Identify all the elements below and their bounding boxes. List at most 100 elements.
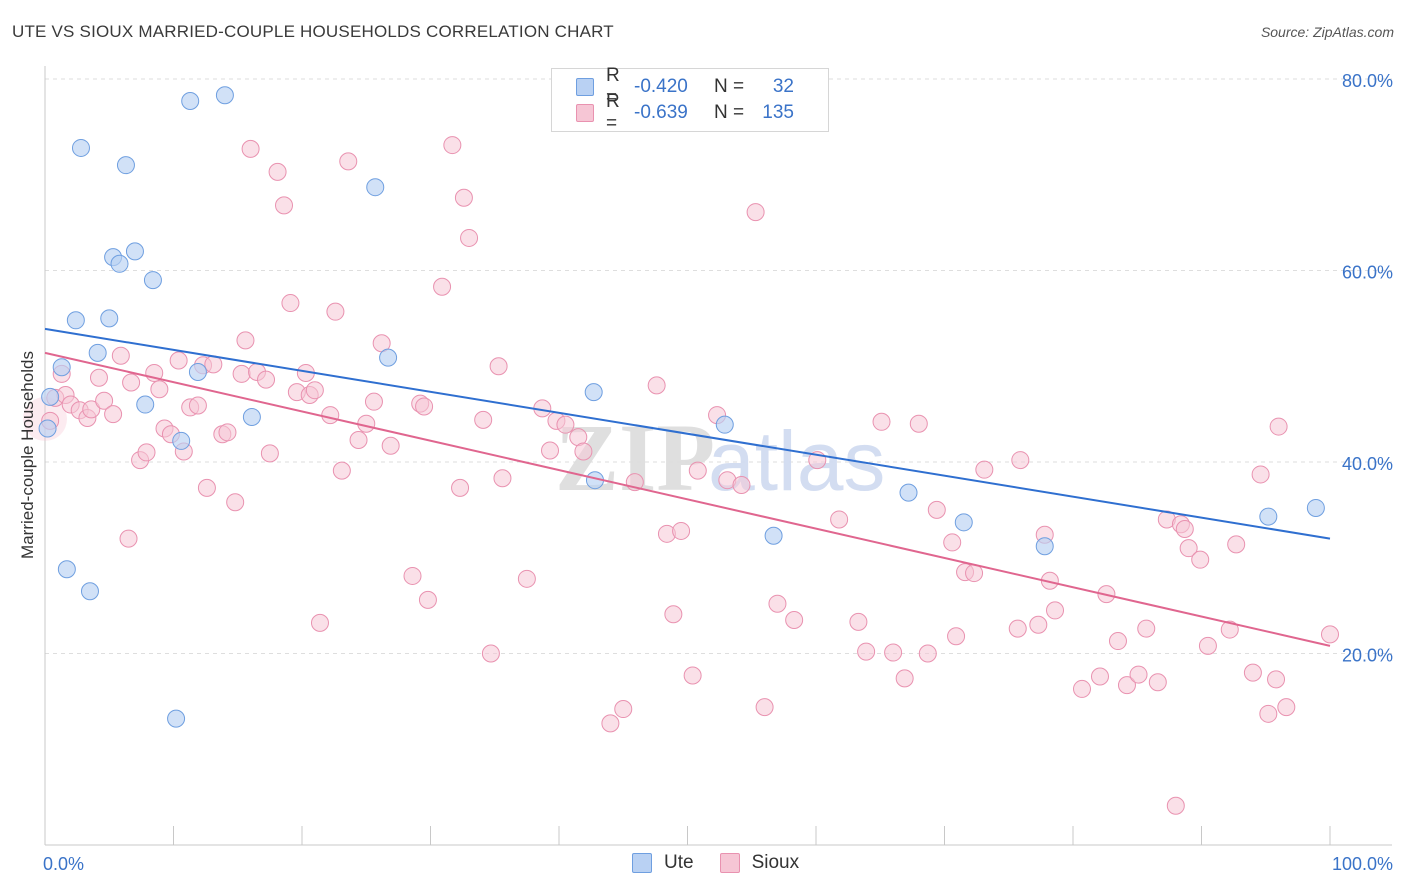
ute-point: [954, 513, 973, 532]
sioux-point: [768, 594, 787, 613]
ute-point: [764, 526, 783, 545]
ute-point: [88, 343, 107, 362]
y-tick-label: 60.0%: [1342, 263, 1393, 283]
sioux-point: [433, 277, 452, 296]
sioux-point: [1137, 619, 1156, 638]
ute-swatch: [576, 78, 594, 96]
sioux-point: [236, 331, 255, 350]
sioux-point: [281, 294, 300, 313]
sioux-point: [415, 397, 434, 416]
ute-point: [80, 582, 99, 601]
sioux-point: [895, 669, 914, 688]
ute-n-value: 32: [772, 76, 794, 97]
ute-point: [1259, 507, 1278, 526]
ute-point: [52, 358, 71, 377]
sioux-n-label: N =: [714, 102, 745, 123]
ute-point: [41, 387, 60, 406]
sioux-point: [451, 478, 470, 497]
sioux-point: [150, 380, 169, 399]
trend-lines: [44, 327, 1331, 647]
legend-row-ute: R = -0.420 N = 32: [576, 65, 794, 108]
sioux-point: [454, 188, 473, 207]
legend-item-ute[interactable]: Ute: [632, 852, 694, 874]
ute-points: [38, 86, 1325, 728]
sioux-legend-swatch: [719, 853, 740, 873]
ute-legend-label: Ute: [664, 852, 694, 873]
sioux-point: [1220, 620, 1239, 639]
sioux-point: [830, 510, 849, 529]
ute-point: [116, 156, 135, 175]
ute-r-label: R =: [606, 65, 620, 108]
legend-item-sioux[interactable]: Sioux: [719, 852, 800, 874]
sioux-point: [443, 136, 462, 155]
ute-point: [38, 419, 57, 438]
sioux-point: [1175, 520, 1194, 539]
sioux-point: [418, 590, 437, 609]
legend-row-sioux: R = -0.639 N = 135: [576, 91, 794, 134]
sioux-point: [474, 410, 493, 429]
sioux-point: [310, 613, 329, 632]
chart-title: UTE VS SIOUX MARRIED-COUPLE HOUSEHOLDS C…: [12, 22, 614, 41]
sioux-point: [1243, 663, 1262, 682]
ute-point: [1306, 498, 1325, 517]
y-tick-label: 40.0%: [1342, 454, 1393, 474]
sioux-point: [664, 605, 683, 624]
sioux-point: [460, 228, 479, 247]
ute-point: [188, 362, 207, 381]
sioux-point: [1148, 673, 1167, 692]
sioux-point: [647, 376, 666, 395]
sioux-point: [197, 478, 216, 497]
sioux-point: [1029, 615, 1048, 634]
sioux-point: [82, 400, 101, 419]
sioux-point: [1072, 679, 1091, 698]
y-tick-labels: 20.0% 40.0% 60.0% 80.0%: [1342, 71, 1393, 666]
sioux-point: [1269, 417, 1288, 436]
sioux-point: [556, 415, 575, 434]
sioux-point: [339, 152, 358, 171]
sioux-point: [965, 564, 984, 583]
sioux-point: [1117, 676, 1136, 695]
sioux-point: [947, 627, 966, 646]
sioux-point: [321, 406, 340, 425]
sioux-point: [975, 460, 994, 479]
sioux-point: [481, 644, 500, 663]
sioux-point: [1090, 667, 1109, 686]
sioux-point: [918, 644, 937, 663]
ute-point: [110, 254, 129, 273]
ute-point: [715, 415, 734, 434]
sioux-point: [104, 405, 123, 424]
sioux-point: [672, 521, 691, 540]
sioux-point: [1129, 665, 1148, 684]
ute-point: [366, 178, 385, 197]
sioux-point: [1321, 625, 1339, 644]
sioux-point: [683, 666, 702, 685]
sioux-point: [614, 700, 633, 719]
sioux-r-value: -0.639: [634, 102, 688, 123]
sioux-point: [872, 412, 891, 431]
ute-n-label: N =: [714, 76, 745, 97]
source-label: Source: ZipAtlas.com: [1260, 24, 1394, 40]
ute-point: [136, 395, 155, 414]
sioux-point: [226, 493, 245, 512]
y-axis-label: Married-couple Households: [18, 351, 37, 559]
sioux-point: [332, 461, 351, 480]
ute-point: [584, 383, 603, 402]
sioux-point: [188, 396, 207, 415]
sioux-point: [257, 370, 276, 389]
sioux-swatch: [576, 104, 594, 122]
series-legend: Ute Sioux: [632, 852, 825, 874]
sioux-legend-label: Sioux: [751, 852, 800, 873]
ute-point: [100, 309, 119, 328]
sioux-point: [89, 368, 108, 387]
ute-point: [1035, 537, 1054, 556]
sioux-point: [1198, 636, 1217, 655]
sioux-point: [268, 162, 287, 181]
ute-point: [57, 560, 76, 579]
sioux-point: [381, 436, 400, 455]
ute-point: [66, 311, 85, 330]
sioux-point: [364, 392, 383, 411]
sioux-point: [601, 714, 620, 733]
sioux-point: [204, 355, 223, 374]
sioux-point: [849, 612, 868, 631]
